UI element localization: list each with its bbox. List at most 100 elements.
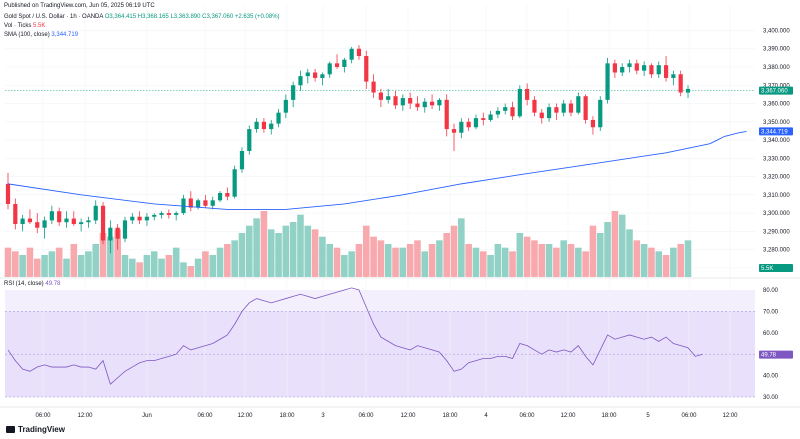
candle-body: [305, 72, 310, 77]
candle-body: [671, 74, 676, 78]
volume-bar: [648, 247, 655, 277]
time-tick-label: 06:00: [35, 413, 51, 419]
candle-body: [64, 218, 69, 223]
volume-bar: [509, 251, 516, 277]
candle-body: [269, 123, 274, 130]
volume-bar: [136, 262, 143, 277]
rsi-path: [7, 287, 703, 385]
volume-bar: [465, 244, 472, 277]
ohlc-values: O3,364.415 H3,368.165 L3,363.890 C3,367.…: [104, 14, 234, 20]
volume-bar: [85, 251, 92, 277]
volume-bar: [611, 211, 619, 277]
volume-bar: [516, 233, 524, 277]
candle-body: [327, 63, 332, 75]
candle-body: [356, 48, 362, 57]
price-tick-label: 3,360.000: [763, 102, 790, 108]
candles: [5, 45, 691, 254]
volume-bar: [33, 258, 41, 277]
volume-bar: [487, 255, 494, 277]
candle-body: [42, 220, 47, 228]
volume-bar: [253, 218, 260, 277]
candle-body: [13, 203, 18, 225]
volume-bar: [165, 255, 173, 277]
candle-body: [79, 222, 84, 225]
volume-legend[interactable]: Vol · Ticks 5.5K: [4, 23, 45, 30]
candle-body: [488, 114, 493, 120]
sma-line: [7, 131, 747, 210]
rsi-tick-label: 60.00: [763, 331, 779, 337]
rsi-legend[interactable]: RSI (14, close) 49.78: [4, 281, 60, 288]
candle-body: [517, 88, 522, 117]
candle-body: [459, 121, 464, 133]
candle-body: [678, 74, 683, 93]
volume-bar: [282, 225, 290, 277]
volume-bar: [370, 236, 377, 277]
price-tick-label: 3,350.000: [763, 120, 790, 126]
volume-bars: [4, 211, 692, 277]
last-price-badge: 3,367.060: [761, 89, 788, 95]
candle-body: [210, 200, 215, 206]
time-tick-label: Jun: [142, 413, 152, 419]
volume-bar: [41, 255, 48, 277]
candle-body: [546, 107, 552, 119]
candle-body: [312, 72, 318, 78]
price-axis[interactable]: 3,400.0003,390.0003,380.0003,370.0003,36…: [763, 28, 790, 271]
candle-body: [568, 103, 574, 113]
time-tick-label: 18:00: [279, 413, 295, 419]
volume-bar: [362, 225, 370, 277]
candle-body: [634, 63, 639, 71]
volume-bar: [677, 244, 684, 277]
candle-body: [232, 169, 237, 197]
candle-body: [108, 227, 113, 241]
volume-bar: [143, 255, 151, 277]
sma-legend[interactable]: SMA (100, close) 3,344.719: [4, 32, 78, 39]
tradingview-logo[interactable]: TradingView: [6, 425, 65, 434]
symbol-legend[interactable]: Gold Spot / U.S. Dollar · 1h · OANDA O3,…: [4, 14, 280, 21]
volume-bar: [414, 240, 421, 277]
price-tick-label: 3,400.000: [763, 28, 790, 34]
rsi-badge-bg: [759, 350, 793, 359]
candle-body: [349, 48, 354, 60]
rsi-line: [7, 287, 703, 385]
candle-body: [159, 213, 164, 215]
volume-bar: [458, 218, 465, 277]
volume-bar: [523, 236, 531, 277]
volume-bar: [575, 247, 582, 277]
candle-body: [422, 101, 427, 108]
volume-bar: [341, 255, 348, 277]
candle-body: [598, 99, 603, 128]
time-tick-label: 18:00: [442, 413, 458, 419]
volume-bar: [392, 247, 399, 277]
volume-bar: [311, 229, 319, 277]
price-change: +2.635 (+0.08%): [234, 14, 280, 20]
candle-body: [444, 99, 449, 130]
time-axis[interactable]: 06:00 12:00 Jun 06:00 12:00 18:00 3 06:00 12:00 1…: [35, 413, 738, 419]
symbol-name: Gold Spot / U.S. Dollar · 1h · OANDA: [4, 14, 104, 20]
candle-body: [663, 65, 669, 78]
volume-bar: [209, 255, 217, 277]
price-tick-label: 3,390.000: [763, 47, 790, 53]
candle-body: [561, 103, 566, 113]
time-tick-label: 4: [484, 413, 488, 419]
rsi-tick-label: 30.00: [763, 395, 779, 401]
volume-bar: [538, 244, 546, 277]
published-note: Published on TradingView.com, Jun 05, 20…: [4, 3, 155, 9]
candle-body: [225, 193, 230, 197]
candle-body: [386, 96, 391, 100]
volume-bar: [77, 255, 85, 277]
volume-bar: [655, 251, 663, 277]
candle-body: [298, 76, 303, 86]
price-tick-label: 3,340.000: [763, 138, 790, 144]
time-tick-label: 5: [646, 413, 650, 419]
rsi-label: RSI (14, close): [4, 281, 44, 287]
time-tick-label: 12:00: [77, 413, 93, 419]
time-tick-label: 12:00: [237, 413, 253, 419]
volume-bar: [633, 240, 641, 277]
volume-bar: [450, 225, 458, 277]
rsi-band: [5, 311, 755, 398]
candle-body: [576, 96, 581, 113]
price-tick-label: 3,310.000: [763, 193, 790, 199]
volume-bar: [224, 244, 231, 277]
